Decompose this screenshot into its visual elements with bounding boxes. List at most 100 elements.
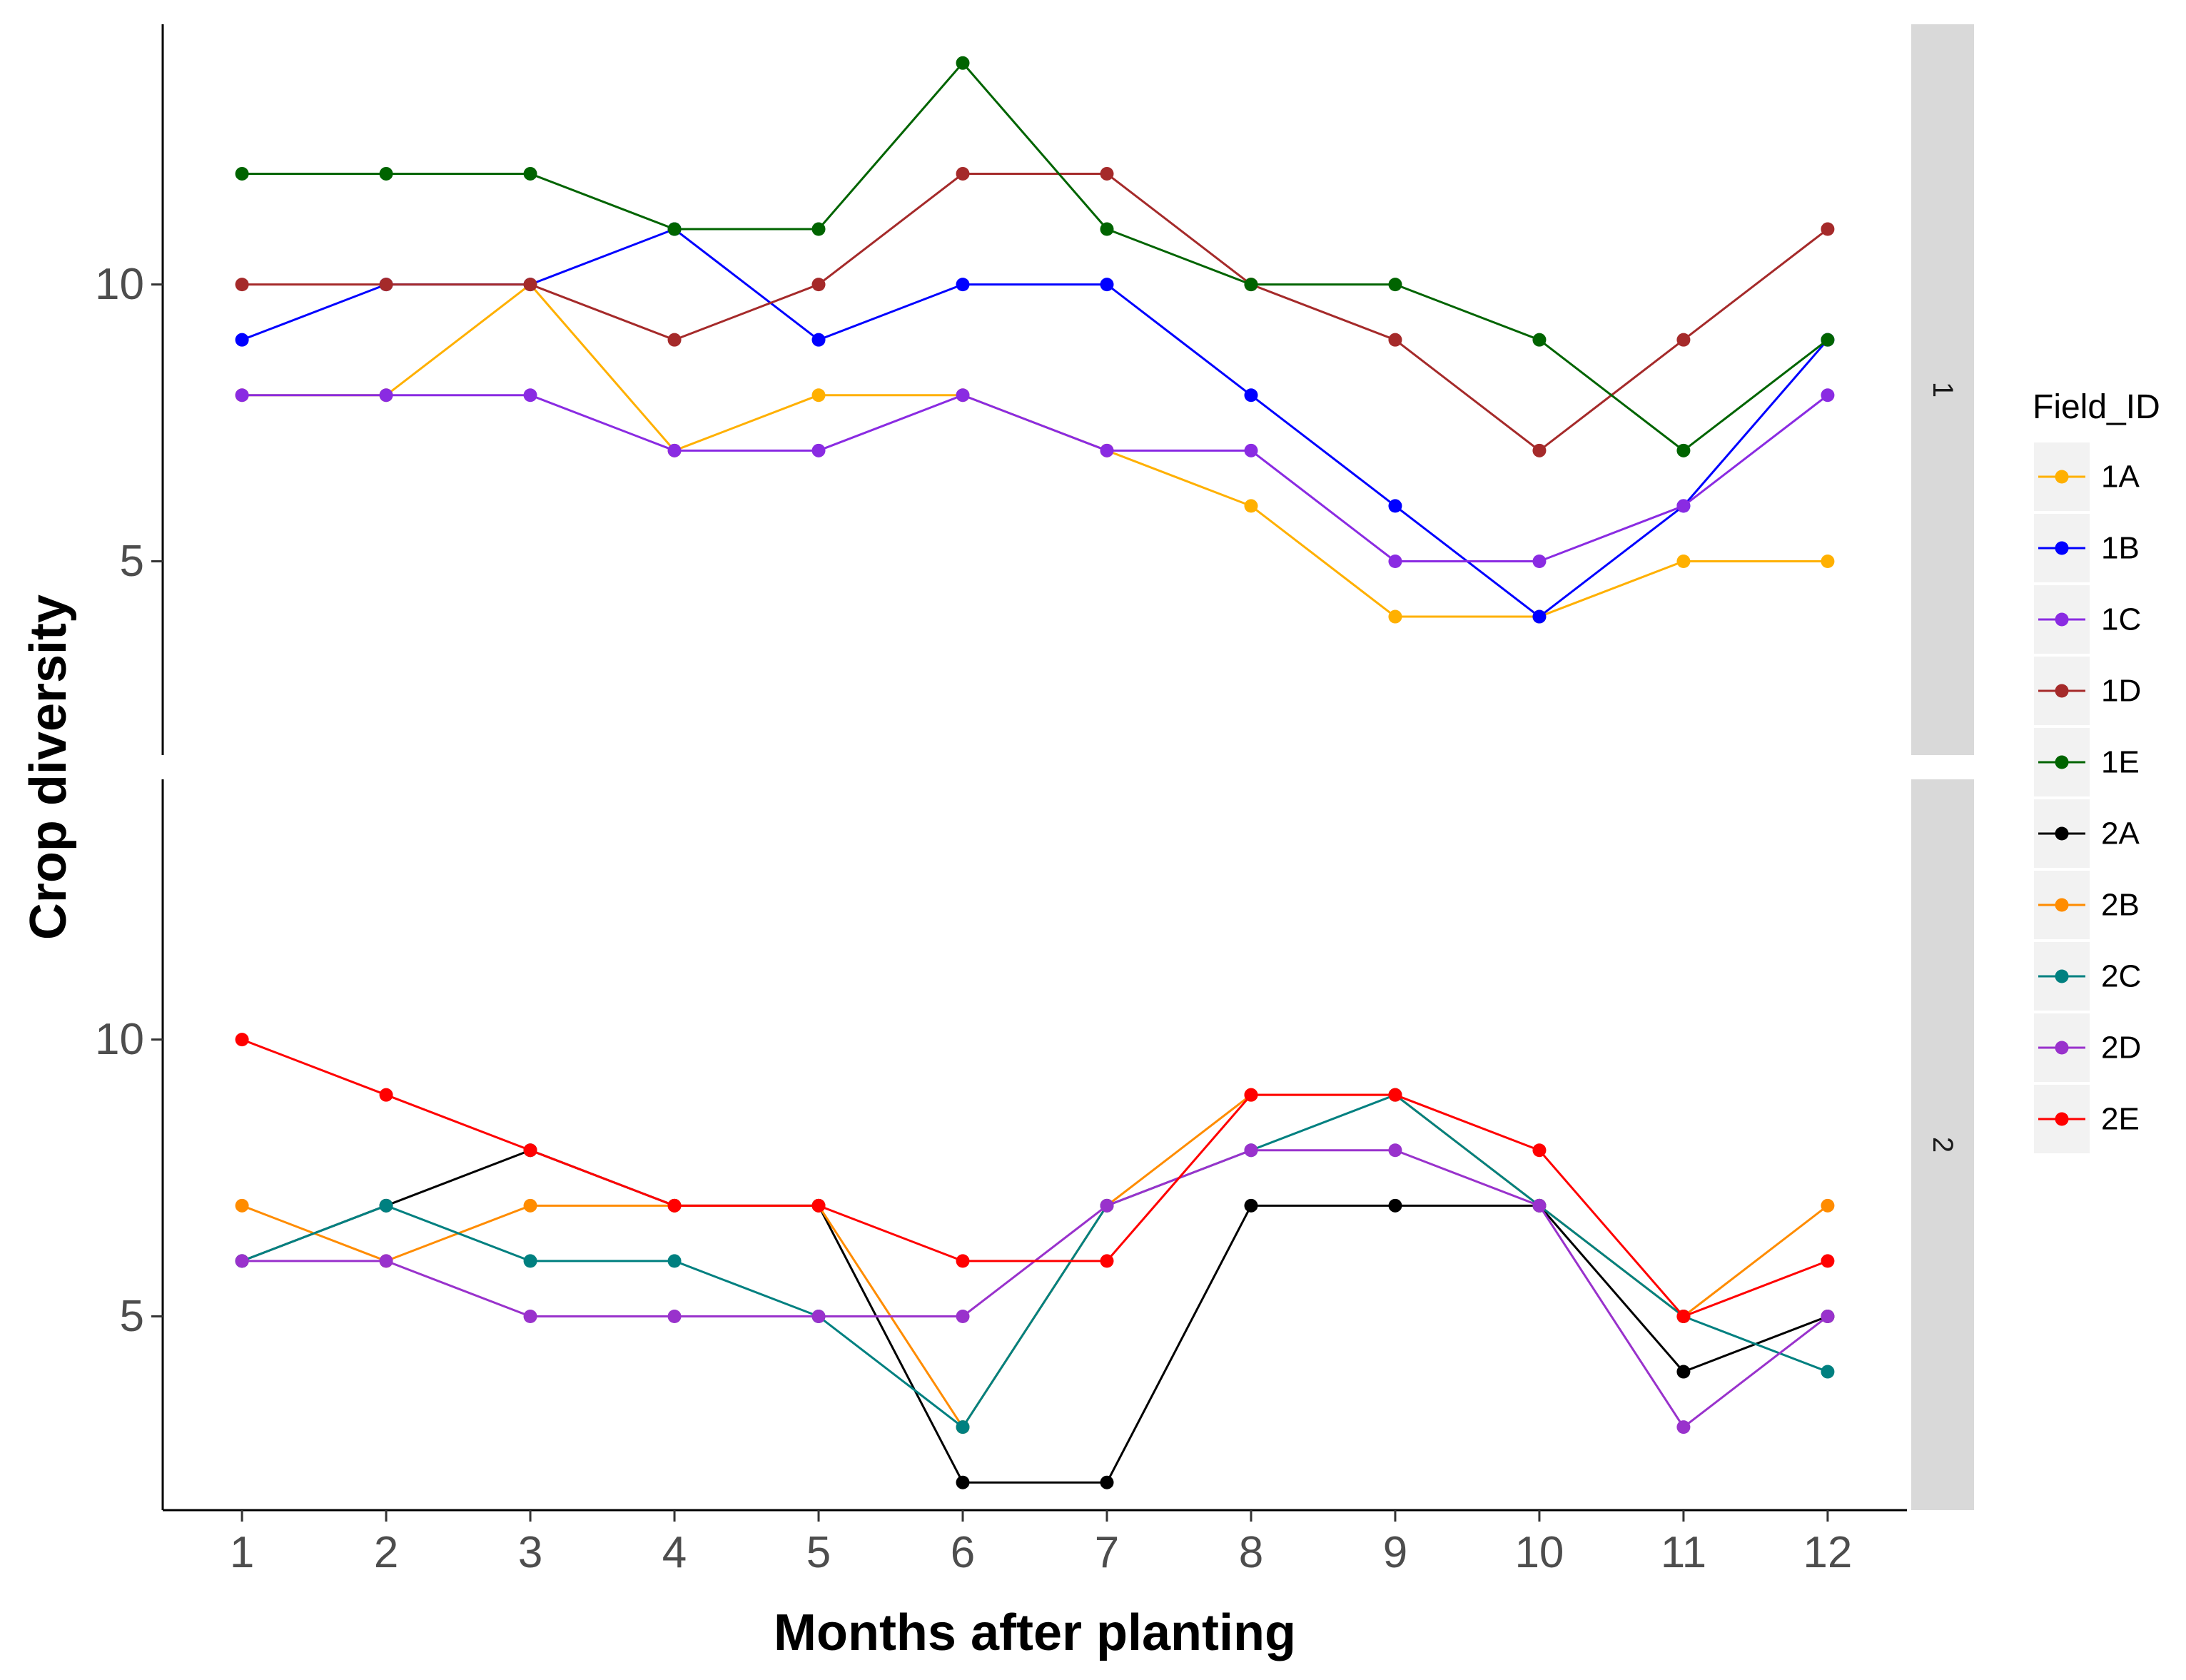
legend: Field_ID 1A 1B 1C 1D 1E 2A 2B 2C 2D 2E: [2033, 388, 2160, 1153]
data-point-2D: [1100, 1198, 1114, 1213]
x-axis-title: Months after planting: [774, 1604, 1296, 1661]
x-tick-label: 4: [662, 1528, 687, 1577]
legend-label: 2D: [2101, 1031, 2141, 1066]
data-point-1E: [667, 222, 682, 236]
series-1D: [235, 166, 1835, 457]
legend-label: 1E: [2101, 745, 2140, 780]
x-tick-label: 12: [1803, 1528, 1852, 1577]
data-point-2D: [811, 1309, 826, 1323]
data-point-1A: [811, 388, 826, 403]
data-point-2D: [235, 1254, 249, 1268]
x-tick-label: 9: [1383, 1528, 1407, 1577]
data-point-2E: [1676, 1309, 1691, 1323]
data-point-1B: [235, 333, 249, 347]
data-point-1A: [1388, 609, 1402, 624]
data-point-2D: [379, 1254, 393, 1268]
panel-2: 2 5 10: [95, 779, 1974, 1510]
data-point-1B: [956, 278, 970, 292]
x-tick-label: 11: [1661, 1528, 1706, 1577]
data-point-2A: [1676, 1365, 1691, 1379]
series-line-2C: [241, 1093, 1828, 1429]
legend-item-2C: 2C: [2034, 942, 2141, 1011]
data-point-2E: [379, 1088, 393, 1102]
data-point-1D: [523, 278, 537, 292]
data-point-1E: [235, 166, 249, 181]
y-tick-label: 5: [120, 537, 144, 586]
legend-key-point: [2055, 969, 2069, 983]
data-point-1C: [1532, 554, 1547, 568]
series-line-1A: [242, 283, 1828, 618]
data-point-1E: [1244, 278, 1258, 292]
legend-key-point: [2055, 898, 2069, 912]
data-point-2D: [1244, 1143, 1258, 1158]
data-point-2D: [523, 1309, 537, 1323]
data-point-2D: [1676, 1420, 1691, 1434]
legend-label: 1A: [2101, 460, 2140, 495]
data-point-1D: [1100, 166, 1114, 181]
legend-key-point: [2055, 1112, 2069, 1126]
legend-item-2B: 2B: [2034, 871, 2140, 939]
legend-key-point: [2055, 612, 2069, 627]
legend-key-point: [2055, 1041, 2069, 1055]
data-point-1A: [1244, 499, 1258, 513]
x-tick-label: 5: [806, 1528, 831, 1577]
data-point-1B: [1388, 499, 1402, 513]
data-point-1C: [667, 443, 682, 457]
x-tick-label: 8: [1239, 1528, 1263, 1577]
strip-label: 2: [1927, 1137, 1958, 1153]
data-point-1C: [523, 388, 537, 403]
data-point-1E: [1388, 278, 1402, 292]
legend-label: 2C: [2101, 959, 2141, 994]
legend-label: 1B: [2101, 531, 2140, 566]
x-tick-label: 2: [374, 1528, 398, 1577]
data-point-2D: [667, 1309, 682, 1323]
x-tick-label: 3: [518, 1528, 542, 1577]
data-point-2E: [1100, 1254, 1114, 1268]
y-axis-title: Crop diversity: [20, 594, 77, 940]
legend-item-2D: 2D: [2034, 1013, 2141, 1082]
legend-label: 2A: [2101, 816, 2140, 851]
data-point-1D: [1532, 443, 1547, 457]
data-point-2E: [523, 1143, 537, 1158]
legend-key-point: [2055, 470, 2069, 484]
legend-key-point: [2055, 541, 2069, 555]
data-point-1D: [1821, 222, 1835, 236]
data-point-1D: [1676, 333, 1691, 347]
data-point-2E: [1388, 1088, 1402, 1102]
data-point-1C: [1676, 499, 1691, 513]
data-point-1E: [1821, 333, 1835, 347]
data-point-2E: [956, 1254, 970, 1268]
data-point-2E: [811, 1198, 826, 1213]
data-point-2B: [235, 1198, 249, 1213]
data-point-1E: [1676, 443, 1691, 457]
data-point-1C: [1821, 388, 1835, 403]
series-line-1C: [242, 394, 1828, 562]
legend-item-1B: 1B: [2034, 514, 2140, 582]
data-point-2E: [1821, 1254, 1835, 1268]
data-point-2D: [1388, 1143, 1402, 1158]
series-line-1D: [242, 172, 1828, 452]
y-tick-label: 10: [95, 1015, 144, 1064]
data-point-2E: [667, 1198, 682, 1213]
chart-axes: 1 2 3 4 5 6 7 8 9 10 11 12: [163, 1509, 1907, 1577]
data-point-1D: [667, 333, 682, 347]
data-point-1B: [1532, 609, 1547, 624]
x-tick-label: 6: [951, 1528, 975, 1577]
data-point-1B: [1244, 388, 1258, 403]
series-1E: [235, 56, 1835, 457]
data-point-2D: [1821, 1309, 1835, 1323]
legend-label: 2B: [2101, 888, 2140, 923]
legend-title: Field_ID: [2033, 388, 2160, 426]
legend-item-1A: 1A: [2034, 442, 2140, 511]
data-point-1A: [1676, 554, 1691, 568]
data-point-2C: [379, 1198, 393, 1213]
data-point-2D: [956, 1309, 970, 1323]
data-point-1D: [811, 278, 826, 292]
panel-strip: [1911, 24, 1974, 755]
strip-label: 1: [1927, 382, 1958, 398]
series-line-1E: [242, 61, 1828, 452]
series-line-2E: [241, 1038, 1828, 1318]
